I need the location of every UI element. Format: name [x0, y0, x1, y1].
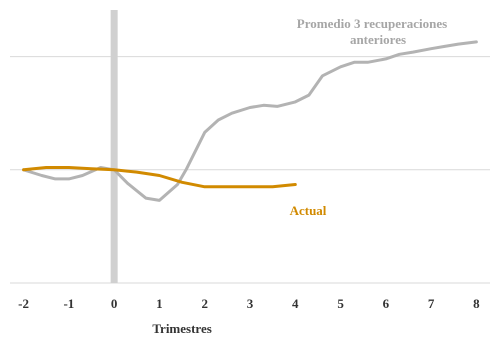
series-label-actual: Actual	[290, 203, 327, 218]
x-tick-label: 8	[473, 296, 480, 311]
x-axis-title: Trimestres	[152, 321, 211, 336]
x-tick-labels: -2 -1 0 1 2 3 4 5 6 7 8	[18, 296, 480, 311]
series-line-1	[22, 166, 297, 189]
x-tick-label: 1	[156, 296, 163, 311]
x-tick-label: -2	[18, 296, 29, 311]
x-tick-label: 7	[428, 296, 435, 311]
y-gridlines	[10, 56, 490, 284]
x-tick-label: 3	[247, 296, 254, 311]
series-lines	[22, 40, 478, 202]
x-tick-label: -1	[63, 296, 74, 311]
x-tick-label: 6	[383, 296, 390, 311]
series-label-promedio: anteriores	[350, 32, 406, 47]
x-tick-label: 4	[292, 296, 299, 311]
x-tick-label: 5	[337, 296, 344, 311]
x-tick-label: 2	[201, 296, 208, 311]
x-tick-label: 0	[111, 296, 118, 311]
series-label-promedio: Promedio 3 recuperaciones	[297, 16, 447, 31]
series-line-0	[22, 40, 478, 202]
